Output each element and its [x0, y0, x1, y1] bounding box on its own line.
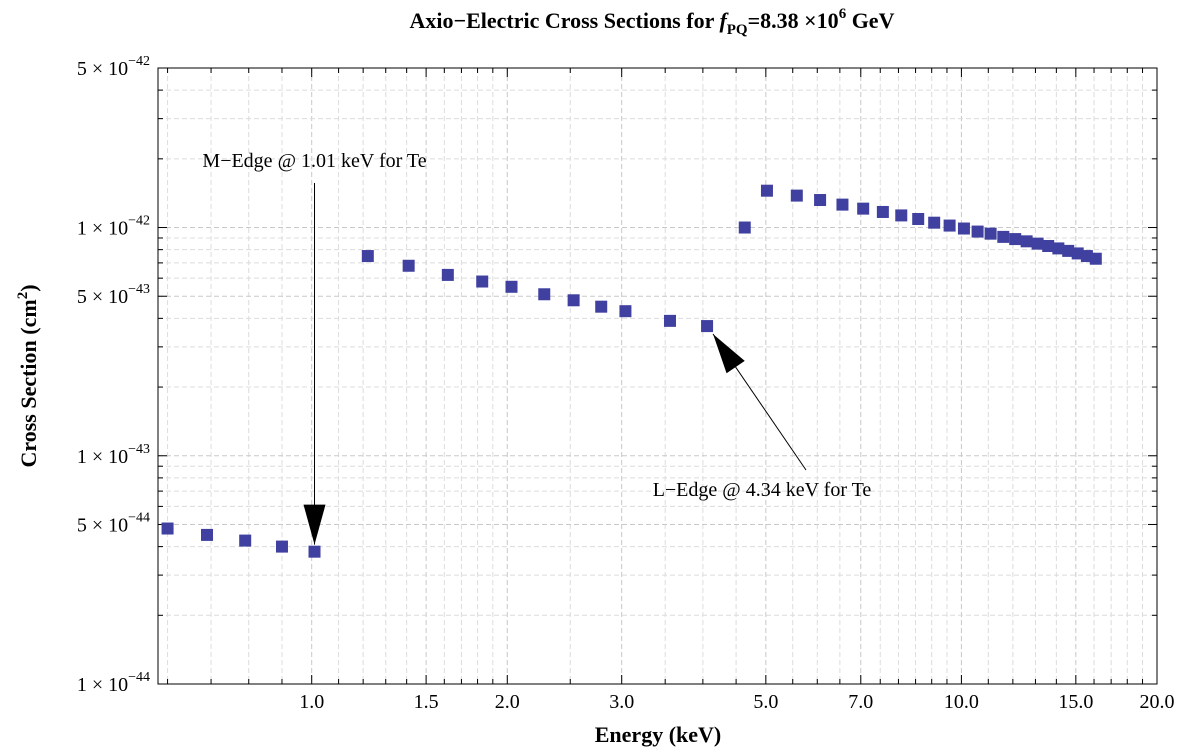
data-point [701, 320, 714, 333]
data-point [1089, 252, 1102, 265]
data-point [505, 280, 518, 293]
data-point [1071, 247, 1084, 260]
points-layer [161, 184, 1102, 558]
x-tick-label: 3.0 [609, 691, 634, 713]
data-point [1042, 239, 1055, 252]
data-point [1062, 244, 1075, 257]
data-point [997, 230, 1010, 243]
y-tick-label: 5 × 10−44 [77, 510, 150, 536]
data-point [912, 212, 925, 225]
data-point [1031, 237, 1044, 250]
data-point [836, 198, 849, 211]
y-tick-label: 5 × 10−43 [77, 282, 150, 308]
data-point [857, 202, 870, 215]
l-edge-annotation: L−Edge @ 4.34 keV for Te [653, 479, 872, 501]
data-point [1009, 233, 1022, 246]
x-tick-label: 1.0 [299, 691, 324, 713]
data-point [441, 268, 454, 281]
data-point [790, 189, 803, 202]
data-point [402, 259, 415, 272]
data-point [361, 250, 374, 263]
x-tick-label: 15.0 [1058, 691, 1093, 713]
x-axis-title: Energy (keV) [595, 722, 721, 747]
x-tick-label: 5.0 [753, 691, 778, 713]
data-point [595, 300, 608, 313]
y-tick-label: 5 × 10−42 [77, 54, 150, 80]
x-tick-label: 10.0 [944, 691, 979, 713]
x-tick-label: 20.0 [1140, 691, 1175, 713]
data-point [663, 314, 676, 327]
l-edge-arrow-head [713, 334, 745, 374]
data-point [619, 305, 632, 318]
y-tick-label: 1 × 10−44 [77, 670, 150, 696]
data-point [1052, 242, 1065, 255]
x-tick-label: 7.0 [848, 691, 873, 713]
data-point [928, 216, 941, 229]
plot-frame [157, 67, 1158, 685]
y-tick-label: 1 × 10−43 [77, 442, 150, 468]
data-point [567, 294, 580, 307]
m-edge-arrow-head [303, 504, 326, 545]
data-point [161, 522, 174, 535]
data-point [308, 545, 321, 558]
y-axis-title: Cross Section (cm2) [15, 284, 41, 467]
m-edge-annotation: M−Edge @ 1.01 keV for Te [202, 150, 426, 172]
data-point [957, 222, 970, 235]
data-point [1020, 235, 1033, 248]
chart-title: Axio−Electric Cross Sections for fPQ=8.3… [410, 6, 895, 38]
data-point [476, 275, 489, 288]
data-point [738, 221, 751, 234]
data-point [984, 227, 997, 240]
data-point [275, 540, 288, 553]
annotations-layer: M−Edge @ 1.01 keV for Te L−Edge @ 4.34 ke… [202, 150, 871, 545]
data-point [943, 219, 956, 232]
x-tick-label: 2.0 [495, 691, 520, 713]
data-point [760, 184, 773, 197]
data-point [201, 528, 214, 541]
data-point [876, 205, 889, 218]
y-tick-label: 1 × 10−42 [77, 214, 150, 240]
data-point [814, 194, 827, 207]
data-point [895, 209, 908, 222]
data-point [538, 288, 551, 301]
x-tick-label: 1.5 [414, 691, 439, 713]
data-point [239, 534, 252, 547]
data-point [971, 225, 984, 238]
